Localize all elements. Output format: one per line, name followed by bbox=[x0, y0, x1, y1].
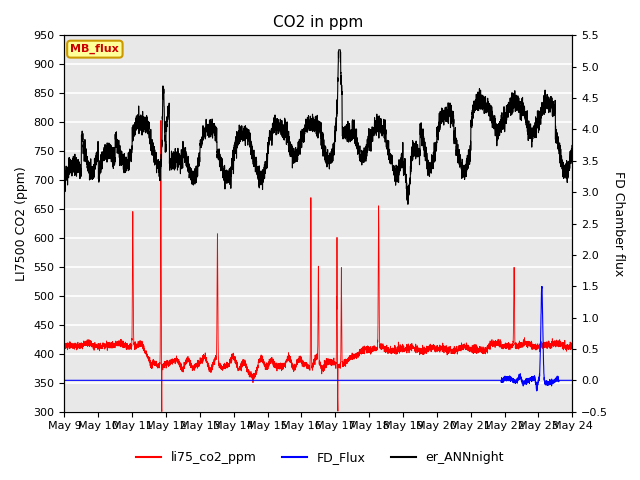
Text: MB_flux: MB_flux bbox=[70, 44, 119, 54]
Y-axis label: LI7500 CO2 (ppm): LI7500 CO2 (ppm) bbox=[15, 166, 28, 281]
Y-axis label: FD Chamber flux: FD Chamber flux bbox=[612, 171, 625, 276]
Title: CO2 in ppm: CO2 in ppm bbox=[273, 15, 364, 30]
Legend: li75_co2_ppm, FD_Flux, er_ANNnight: li75_co2_ppm, FD_Flux, er_ANNnight bbox=[131, 446, 509, 469]
